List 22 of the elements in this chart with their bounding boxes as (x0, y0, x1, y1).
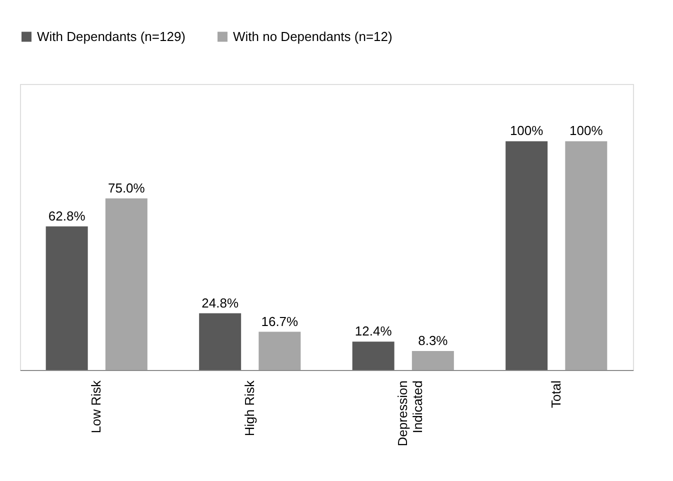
data-label: 16.7% (261, 314, 299, 329)
data-label: 24.8% (202, 295, 239, 310)
data-label: 62.8% (48, 208, 86, 224)
x-tick-label: Depression Indicated (395, 380, 426, 446)
data-label: 75.0% (108, 180, 146, 196)
legend-label: With no Dependants (n=12) (233, 28, 392, 44)
bar (565, 141, 608, 370)
x-tick-label: Total (548, 380, 564, 408)
x-tick-label: Low Risk (88, 380, 104, 434)
bar (199, 313, 242, 370)
bar (46, 226, 88, 370)
data-label: 100% (570, 123, 604, 138)
bar (412, 351, 454, 370)
bar (506, 141, 548, 370)
bar (105, 198, 148, 370)
bar (258, 332, 301, 370)
data-label: 12.4% (354, 324, 392, 339)
legend-label: With Dependants (n=129) (37, 28, 186, 44)
data-label: 100% (510, 123, 544, 138)
x-tick-label: High Risk (242, 380, 257, 436)
data-label: 8.3% (418, 333, 448, 348)
bar (352, 342, 394, 370)
